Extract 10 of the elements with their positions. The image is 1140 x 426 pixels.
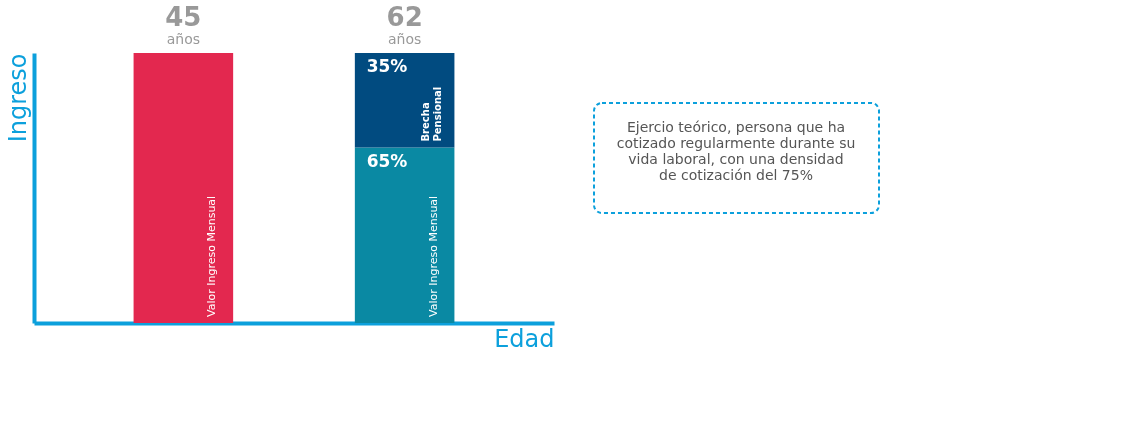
text: Valor Ingreso Mensual [426, 195, 440, 317]
category-label: 62 años [386, 2, 423, 47]
series-label: Brecha Pensional [419, 86, 443, 142]
series-label: Valor Ingreso Mensual [205, 195, 219, 317]
data-label: 65% [366, 150, 408, 171]
data-label: 35% [366, 56, 408, 76]
y-axis-title: Ingreso [3, 53, 32, 143]
x-axis-title: Edad [494, 324, 555, 353]
category-label: 45 años [165, 2, 202, 47]
text: Ejercio teórico, persona que ha cotizado regularmente durante su vida laboral, con una densidad de cotización del 75% [616, 119, 856, 183]
